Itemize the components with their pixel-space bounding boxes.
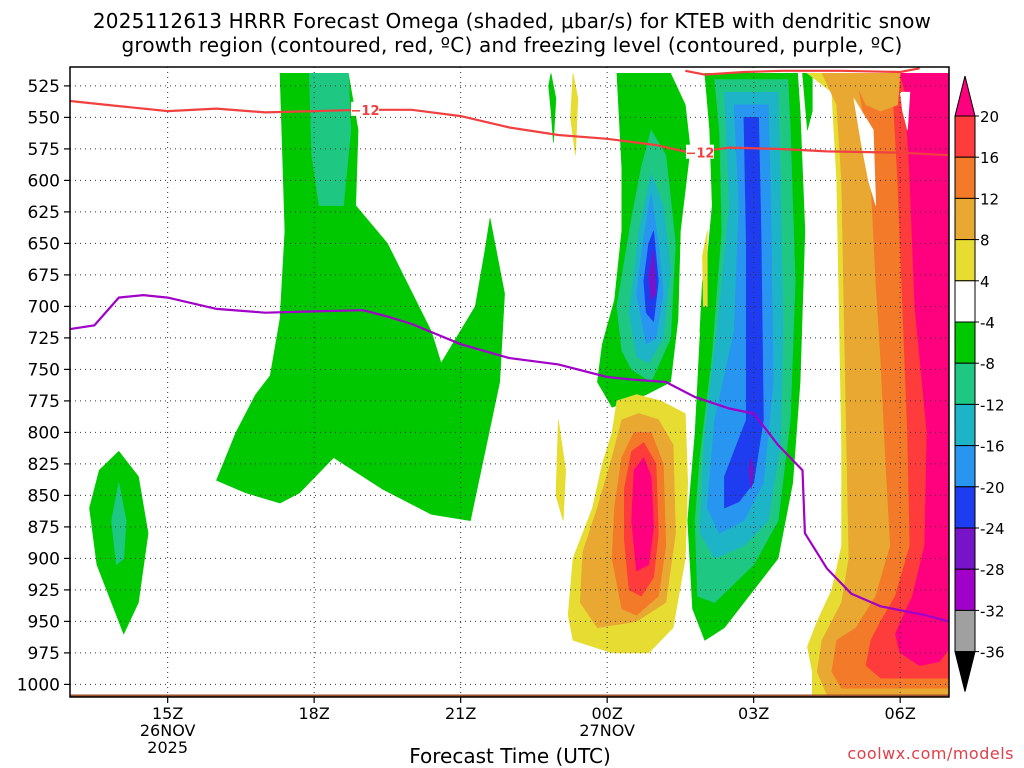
omega-region-1 (111, 482, 127, 566)
y-tick-label-625: 625 (28, 203, 60, 223)
x-tick-label-18Z: 18Z (299, 704, 330, 723)
colorbar-label-5: -4 (980, 314, 995, 332)
dendritic-contour-label-b-0: −12 (685, 147, 714, 162)
colorbar-segment-1 (954, 115, 976, 158)
y-tick-label-775: 775 (28, 392, 60, 412)
omega-region-4 (548, 73, 557, 143)
omega-region-3 (308, 73, 352, 206)
y-tick-label-800: 800 (28, 423, 60, 443)
colorbar-segment-0 (954, 75, 976, 117)
y-tick-label-850: 850 (28, 486, 60, 506)
colorbar-label-4: 4 (980, 273, 990, 291)
y-tick-label-900: 900 (28, 549, 60, 569)
dendritic-contour-line-1 (685, 67, 920, 76)
omega-region-19 (570, 73, 579, 156)
omega-region-21 (702, 230, 708, 307)
credit-text: coolwx.com/models (847, 744, 1014, 763)
omega-region-17 (748, 457, 755, 490)
omega-region-31 (894, 73, 949, 666)
colorbar-label-10: -24 (980, 520, 1005, 538)
colorbar-segment-6 (954, 321, 976, 364)
colorbar-label-0: 20 (980, 108, 999, 126)
colorbar-label-13: -36 (980, 644, 1005, 662)
colorbar-segment-14 (954, 651, 976, 692)
x-axis-label: Forecast Time (UTC) (409, 744, 611, 768)
dendritic-contour-label-0: −12 (351, 104, 380, 119)
dendritic-contour-line-0 (70, 99, 949, 157)
y-tick-label-750: 750 (28, 360, 60, 380)
dendritic-label-bg-0 (351, 101, 379, 116)
y-tick-label-575: 575 (28, 140, 60, 160)
x-tick-label-15Z: 15Z (152, 704, 183, 723)
colorbar-label-1: 16 (980, 149, 999, 167)
colorbar-segment-2 (954, 156, 976, 199)
omega-region-34 (899, 91, 911, 131)
x-tick-label-21Z: 21Z (445, 704, 476, 723)
y-tick-label-700: 700 (28, 297, 60, 317)
colorbar-segment-4 (954, 239, 976, 282)
colorbar-segment-11 (954, 527, 976, 570)
plot-background (70, 67, 949, 697)
colorbar-segment-3 (954, 197, 976, 241)
colorbar-segment-7 (954, 362, 976, 405)
colorbar-label-6: -8 (980, 355, 995, 373)
x-tick-label-03Z: 03Z (738, 704, 769, 723)
colorbar-segment-9 (954, 445, 976, 488)
colorbar-label-11: -28 (980, 561, 1005, 579)
omega-region-10 (648, 249, 657, 301)
colorbar-label-12: -32 (980, 602, 1005, 620)
y-tick-label-525: 525 (28, 77, 60, 97)
plot-area: −12 −12 (70, 67, 949, 697)
plot-frame (69, 66, 950, 698)
colorbar-segment-8 (954, 403, 976, 447)
y-tick-label-675: 675 (28, 266, 60, 286)
colorbar-segment-10 (954, 486, 976, 529)
y-tick-label-550: 550 (28, 108, 60, 128)
y-tick-label-725: 725 (28, 329, 60, 349)
x-tick-year-15Z: 2025 (147, 738, 188, 757)
omega-region-32 (850, 73, 901, 112)
omega-region-16 (724, 117, 764, 509)
x-tick-date-00Z: 27NOV (579, 721, 635, 740)
chart-title-line1: 2025112613 HRRR Forecast Omega (shaded, … (92, 9, 932, 33)
y-tick-label-600: 600 (28, 171, 60, 191)
omega-region-26 (631, 456, 654, 572)
colorbar-label-8: -16 (980, 438, 1005, 456)
y-tick-label-825: 825 (28, 455, 60, 475)
y-tick-label-1000: 1000 (17, 675, 60, 695)
colorbar-segment-5 (954, 280, 976, 323)
x-tick-label-00Z: 00Z (592, 704, 623, 723)
omega-region-20 (555, 419, 567, 521)
colorbar-label-2: 12 (980, 190, 999, 208)
freezing-level-line (70, 293, 949, 623)
y-tick-label-875: 875 (28, 518, 60, 538)
colorbar-label-3: 8 (980, 232, 990, 250)
terrain-strip (70, 694, 949, 697)
colorbar-label-9: -20 (980, 479, 1005, 497)
chart-title-line2: growth region (contoured, red, ºC) and f… (121, 33, 903, 57)
y-tick-label-650: 650 (28, 234, 60, 254)
x-tick-label-06Z: 06Z (885, 704, 916, 723)
colorbar-segment-12 (954, 568, 976, 611)
y-tick-label-975: 975 (28, 644, 60, 664)
y-tick-label-925: 925 (28, 581, 60, 601)
x-tick-date-15Z: 26NOV (140, 721, 196, 740)
dendritic-label-bg-b-0 (685, 144, 714, 159)
colorbar-segment-13 (954, 609, 976, 653)
y-tick-label-950: 950 (28, 612, 60, 632)
colorbar-label-7: -12 (980, 396, 1005, 414)
